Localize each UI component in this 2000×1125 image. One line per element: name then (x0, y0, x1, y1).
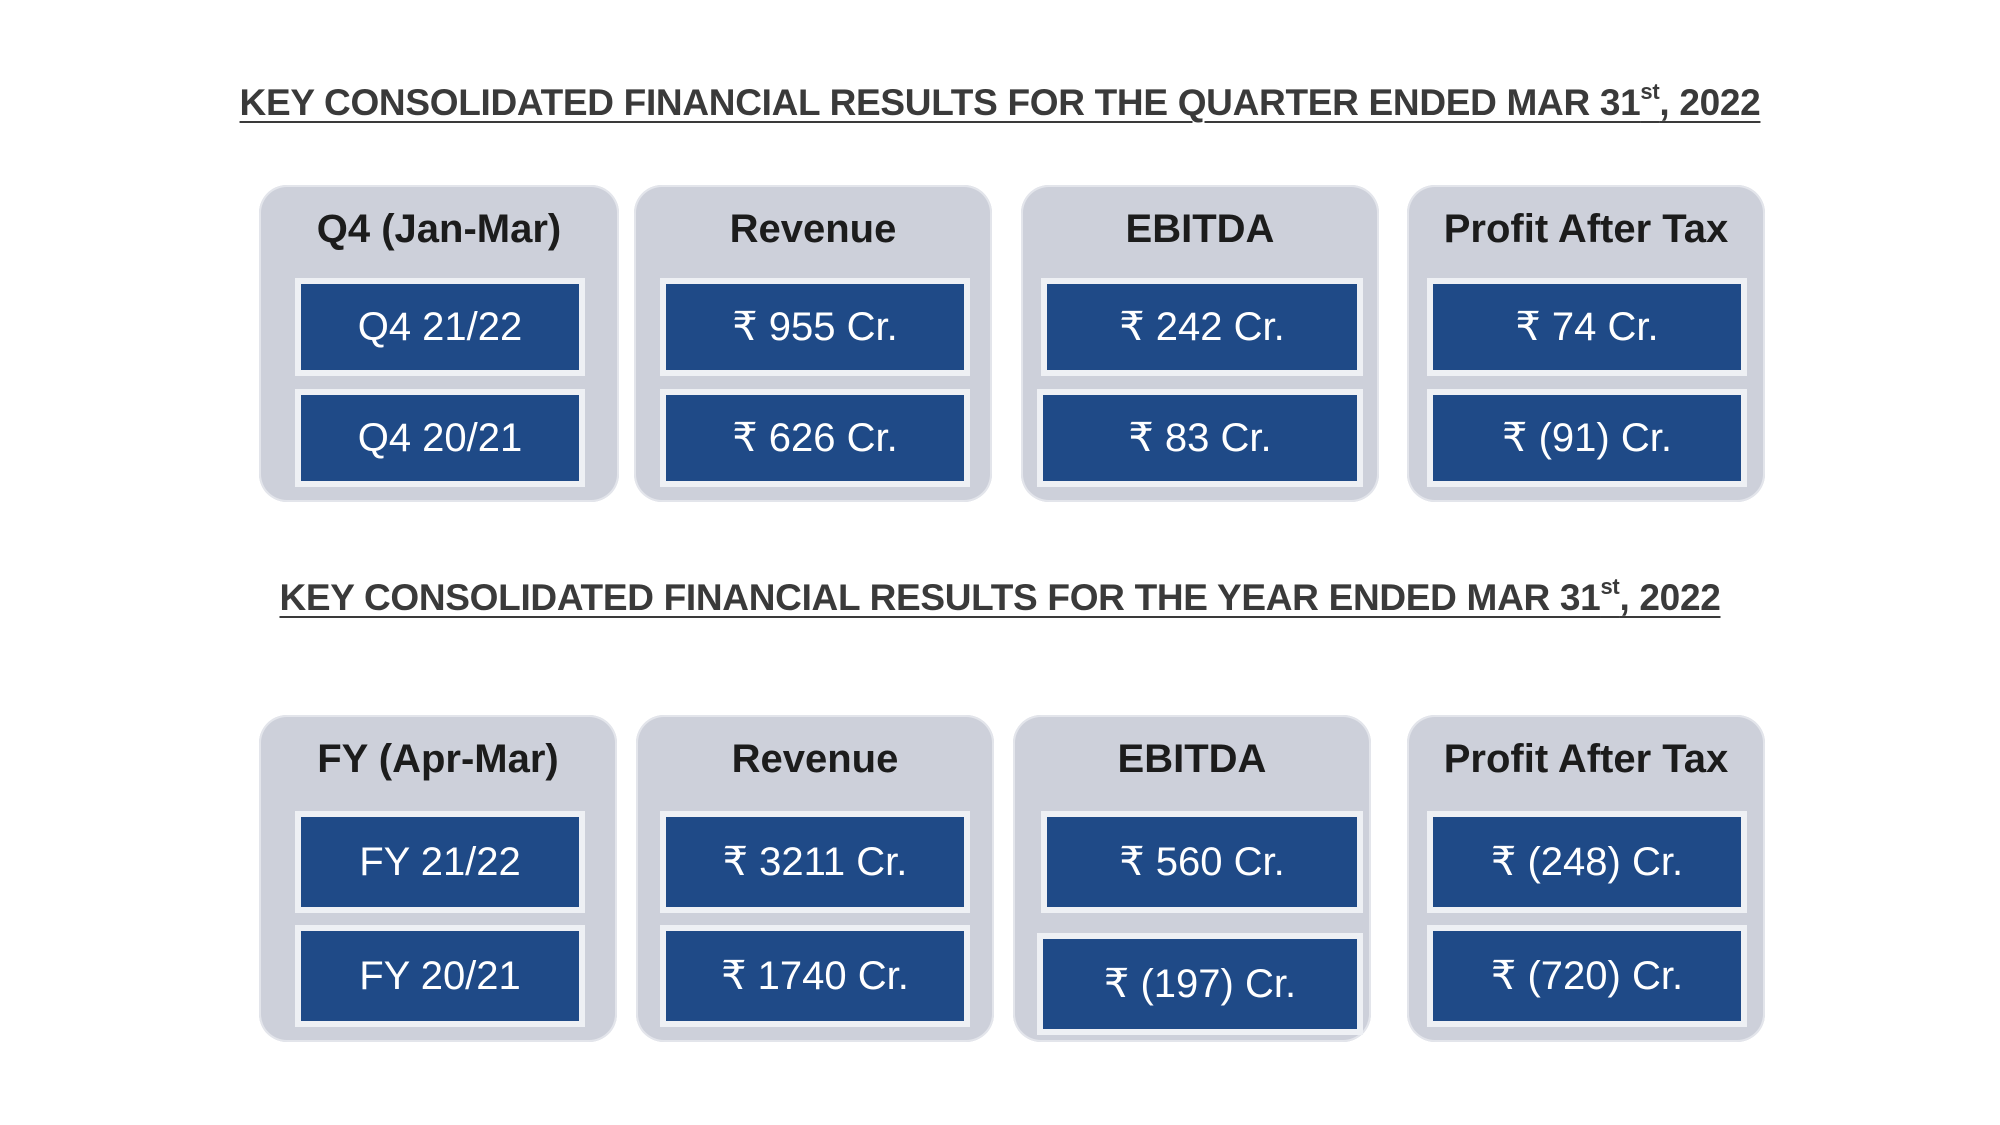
year-revenue-card: Revenue ₹ 3211 Cr. ₹ 1740 Cr. (636, 715, 994, 1042)
quarter-heading-year: , 2022 (1659, 82, 1761, 123)
quarter-ebitda-card: EBITDA ₹ 242 Cr. ₹ 83 Cr. (1021, 185, 1379, 502)
year-pat-card: Profit After Tax ₹ (248) Cr. ₹ (720) Cr. (1407, 715, 1765, 1042)
card-title: Q4 (Jan-Mar) (316, 207, 562, 251)
value-box: Q4 20/21 (295, 389, 585, 487)
year-heading-sup: st (1600, 574, 1620, 599)
year-ebitda-card: EBITDA ₹ 560 Cr. ₹ (197) Cr. (1013, 715, 1371, 1042)
year-period-card: FY (Apr-Mar) FY 21/22 FY 20/21 (259, 715, 617, 1042)
value-box: ₹ (248) Cr. (1427, 811, 1747, 913)
card-title: Profit After Tax (1443, 207, 1729, 251)
quarter-heading-text: KEY CONSOLIDATED FINANCIAL RESULTS FOR T… (239, 82, 1641, 123)
value-box: ₹ 626 Cr. (660, 389, 970, 487)
quarter-period-card: Q4 (Jan-Mar) Q4 21/22 Q4 20/21 (259, 185, 619, 502)
card-title: EBITDA (1117, 737, 1267, 781)
value-box: ₹ 83 Cr. (1037, 389, 1363, 487)
value-box: ₹ (197) Cr. (1037, 933, 1363, 1035)
year-results-heading: KEY CONSOLIDATED FINANCIAL RESULTS FOR T… (0, 574, 2000, 619)
quarter-revenue-card: Revenue ₹ 955 Cr. ₹ 626 Cr. (634, 185, 992, 502)
value-box: Q4 21/22 (295, 278, 585, 376)
quarter-heading-sup: st (1640, 79, 1660, 104)
card-title: Revenue (729, 207, 897, 251)
value-box: ₹ (720) Cr. (1427, 925, 1747, 1027)
value-box: ₹ 74 Cr. (1427, 278, 1747, 376)
card-title: Profit After Tax (1443, 737, 1729, 781)
value-box: ₹ 560 Cr. (1041, 811, 1363, 913)
value-box: FY 21/22 (295, 811, 585, 913)
value-box: ₹ 955 Cr. (660, 278, 970, 376)
value-box: FY 20/21 (295, 925, 585, 1027)
value-box: ₹ 3211 Cr. (660, 811, 970, 913)
value-box: ₹ (91) Cr. (1427, 389, 1747, 487)
quarter-results-heading: KEY CONSOLIDATED FINANCIAL RESULTS FOR T… (0, 79, 2000, 124)
card-title: Revenue (731, 737, 899, 781)
year-heading-text: KEY CONSOLIDATED FINANCIAL RESULTS FOR T… (279, 577, 1601, 618)
year-heading-year: , 2022 (1619, 577, 1721, 618)
quarter-pat-card: Profit After Tax ₹ 74 Cr. ₹ (91) Cr. (1407, 185, 1765, 502)
card-title: FY (Apr-Mar) (317, 737, 559, 781)
card-title: EBITDA (1125, 207, 1275, 251)
value-box: ₹ 1740 Cr. (660, 925, 970, 1027)
value-box: ₹ 242 Cr. (1041, 278, 1363, 376)
